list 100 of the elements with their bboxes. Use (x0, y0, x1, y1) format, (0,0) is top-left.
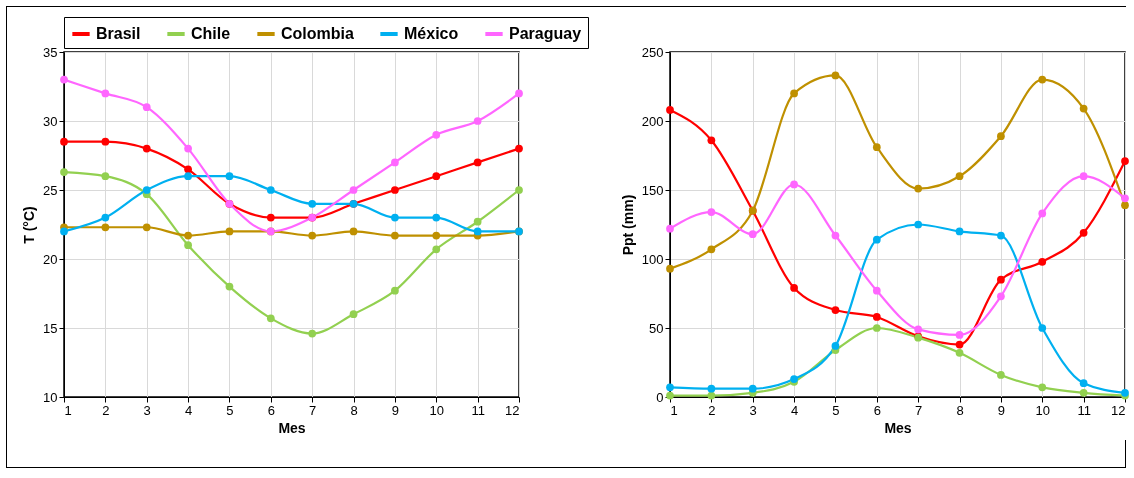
point (872, 324, 881, 332)
point (707, 384, 716, 393)
point (790, 89, 798, 98)
x-tick-label: 11 (1077, 402, 1091, 418)
point (142, 186, 151, 194)
point (349, 310, 358, 319)
point (349, 186, 358, 194)
point (707, 245, 716, 254)
point (707, 208, 716, 216)
point (432, 130, 441, 139)
x-tick-label: 10 (1035, 402, 1051, 418)
y-tick-label: 150 (641, 182, 664, 198)
point (473, 117, 482, 125)
point (266, 213, 275, 222)
y-tick-label: 250 (641, 44, 664, 60)
point (955, 331, 964, 339)
x-tick-label: 2 (102, 402, 110, 418)
point (473, 217, 482, 226)
point (142, 223, 151, 232)
point (142, 103, 151, 112)
point (831, 71, 840, 80)
y-axis-title: T (°C) (21, 206, 38, 244)
point (1079, 104, 1088, 113)
point (955, 348, 964, 357)
point (391, 158, 399, 167)
point (473, 227, 482, 236)
y-tick-label: 35 (43, 44, 58, 60)
point (432, 231, 441, 240)
y-tick-label: 15 (43, 320, 58, 336)
y-tick-label: 200 (641, 113, 664, 129)
point (101, 223, 110, 232)
x-axis-title: Mes (278, 419, 306, 436)
x-tick-label: 5 (226, 402, 234, 418)
y-tick-label: 0 (656, 389, 664, 405)
x-tick-label: 6 (873, 402, 881, 418)
x-tick-label: 9 (391, 402, 400, 418)
x-tick-label: 7 (915, 402, 923, 418)
legend-label: Paraguay (509, 25, 582, 42)
y-tick-label: 25 (43, 182, 58, 198)
point (1121, 194, 1129, 203)
point (790, 180, 798, 189)
point (872, 143, 881, 152)
point (955, 227, 964, 236)
point (101, 137, 110, 146)
x-tick-label: 1 (64, 402, 72, 418)
x-tick-label: 8 (350, 402, 358, 418)
legend-label: Chile (191, 25, 231, 42)
point (997, 292, 1005, 301)
point (748, 230, 757, 239)
point (1038, 209, 1047, 218)
point (184, 144, 192, 153)
point (914, 220, 923, 229)
point (184, 165, 192, 174)
x-axis-title: Mes (884, 419, 912, 436)
point (914, 325, 923, 334)
y-axis-title: Ppt (mm) (619, 194, 636, 256)
point (666, 224, 674, 233)
point (666, 383, 674, 392)
point (1079, 172, 1088, 181)
point (1038, 75, 1047, 84)
point (60, 227, 68, 236)
point (515, 186, 523, 194)
point (955, 340, 964, 349)
point (1038, 383, 1047, 392)
x-tick-label: 2 (708, 402, 716, 418)
point (391, 186, 399, 194)
point (666, 106, 674, 114)
point (101, 172, 110, 181)
x-tick-label: 5 (832, 402, 840, 418)
point (872, 235, 881, 244)
x-tick-label: 10 (429, 402, 445, 418)
legend-label: Colombia (281, 25, 354, 42)
y-tick-label: 10 (43, 389, 58, 405)
point (225, 172, 234, 181)
point (997, 132, 1005, 141)
point (184, 241, 192, 250)
point (997, 275, 1005, 284)
point (790, 284, 798, 292)
x-tick-label: 7 (309, 402, 317, 418)
x-tick-label: 1 (670, 402, 678, 418)
x-tick-label: 8 (956, 402, 964, 418)
point (473, 158, 482, 167)
x-tick-label: 4 (184, 402, 193, 418)
point (831, 342, 840, 350)
point (515, 89, 523, 98)
point (1038, 257, 1047, 266)
point (266, 314, 275, 323)
point (391, 231, 399, 240)
point (666, 264, 674, 273)
point (1079, 379, 1088, 388)
point (432, 172, 441, 181)
point (184, 231, 192, 240)
point (1038, 324, 1047, 332)
x-tick-label: 12 (505, 402, 520, 418)
point (1121, 157, 1129, 165)
y-tick-label: 100 (641, 251, 664, 267)
point (184, 172, 192, 181)
x-tick-label: 3 (749, 402, 757, 418)
point (872, 286, 881, 295)
x-tick-label: 4 (790, 402, 799, 418)
